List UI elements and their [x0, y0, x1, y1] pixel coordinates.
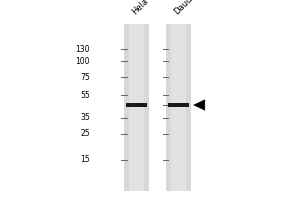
Text: 35: 35	[80, 114, 90, 122]
Text: 15: 15	[80, 156, 90, 164]
Bar	[166, 24, 191, 191]
Text: 100: 100	[76, 56, 90, 66]
Text: 25: 25	[80, 130, 90, 138]
Bar	[124, 24, 149, 191]
Bar	[172, 24, 185, 191]
Bar	[130, 24, 143, 191]
Text: Daudi: Daudi	[172, 0, 196, 16]
Text: 130: 130	[76, 45, 90, 53]
Bar	[126, 103, 147, 107]
Text: Hela: Hela	[130, 0, 150, 16]
Polygon shape	[194, 100, 205, 110]
Text: 75: 75	[80, 72, 90, 82]
Text: 55: 55	[80, 90, 90, 99]
Bar	[168, 103, 189, 107]
